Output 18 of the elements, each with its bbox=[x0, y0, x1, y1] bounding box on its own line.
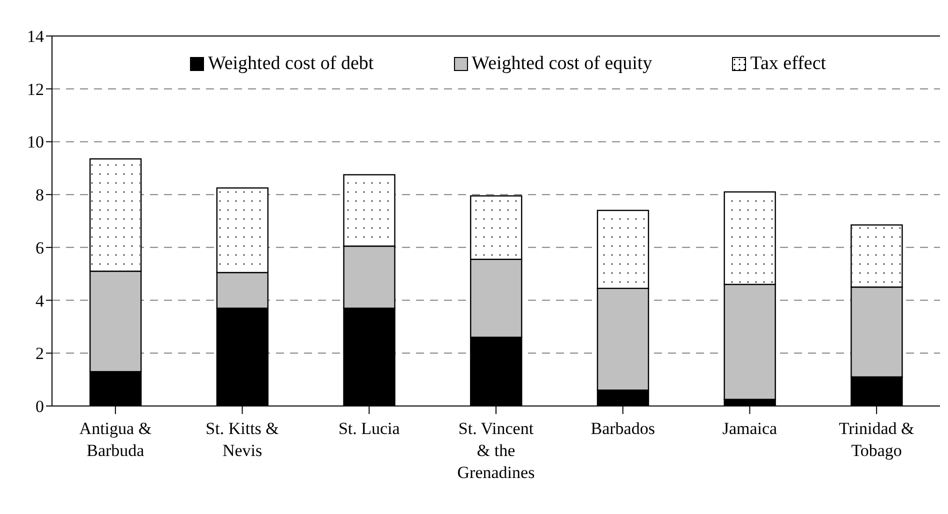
y-tick-label: 10 bbox=[27, 132, 44, 152]
legend-label: Tax effect bbox=[749, 53, 826, 75]
x-tick-label: St. Lucia bbox=[338, 419, 400, 438]
x-tick-label: Trinidad & Tobago bbox=[838, 419, 914, 460]
y-tick-label: 12 bbox=[27, 80, 44, 99]
y-tick-label: 0 bbox=[36, 397, 44, 416]
y-tick-label: 4 bbox=[36, 291, 44, 310]
y-tick-label: 14 bbox=[27, 27, 44, 46]
legend-label: Weighted cost of equity bbox=[470, 53, 652, 75]
x-tick-label: Antigua & Barbuda bbox=[79, 419, 152, 460]
x-tick-label: St. Kitts & Nevis bbox=[206, 419, 279, 460]
legend-label: Weighted cost of debt bbox=[206, 53, 374, 75]
y-tick-label: 8 bbox=[36, 186, 44, 205]
x-tick-label: St. Vincent & the Grenadines bbox=[457, 419, 535, 482]
y-tick-label: 6 bbox=[36, 238, 44, 258]
x-tick-label: Jamaica bbox=[722, 419, 778, 438]
x-tick-label: Barbados bbox=[590, 419, 655, 438]
y-tick-label: 2 bbox=[36, 344, 44, 364]
